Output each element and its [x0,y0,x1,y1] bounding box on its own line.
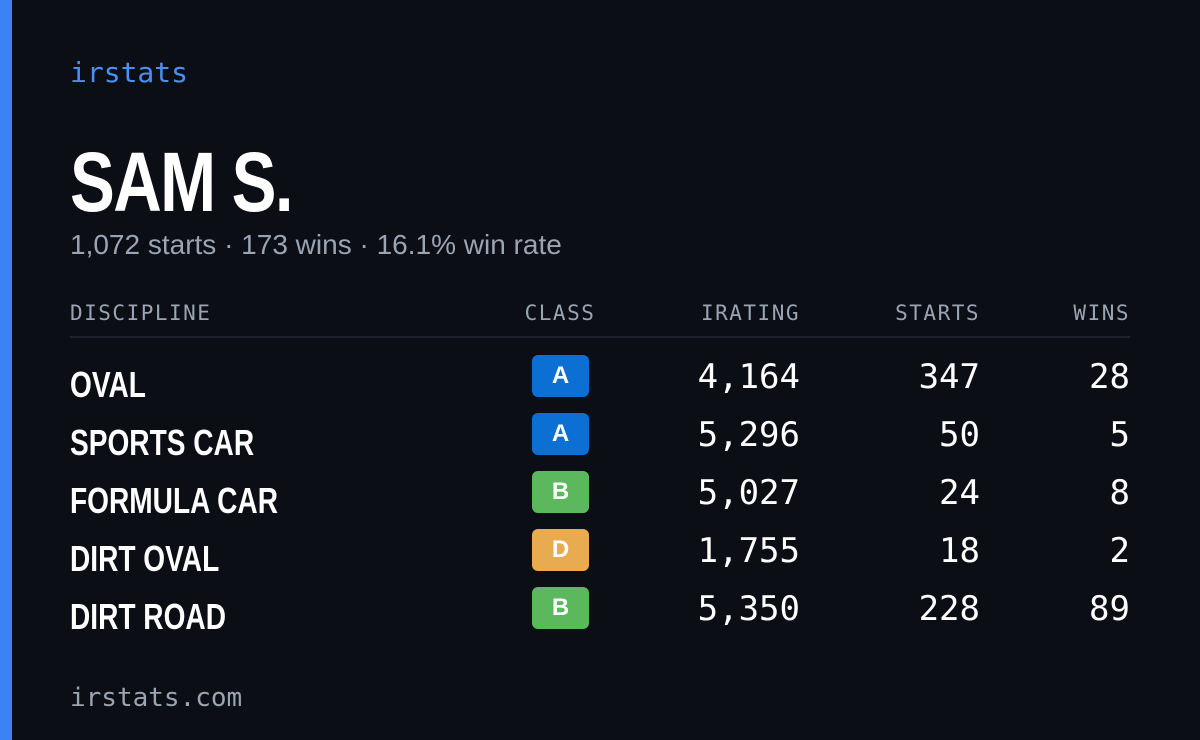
class-badge: A [532,355,589,397]
discipline: OVAL [70,364,146,405]
irating: 4,164 [697,357,800,397]
driver-name: SAM S. [70,135,294,229]
wins: 28 [1089,357,1130,397]
wins: 2 [1109,531,1130,571]
class-badge: B [532,587,589,629]
starts: 228 [918,589,980,629]
irating: 1,755 [697,531,800,571]
class-badge: B [532,471,589,513]
column-header: STARTS [895,301,980,325]
discipline: SPORTS CAR [70,422,255,463]
irating: 5,027 [697,473,800,513]
footer-url: irstats.com [70,683,243,713]
starts: 50 [939,415,980,455]
wins: 5 [1109,415,1130,455]
discipline: DIRT ROAD [70,596,226,637]
irating: 5,296 [697,415,800,455]
discipline: FORMULA CAR [70,480,278,521]
starts: 24 [939,473,980,513]
wins: 8 [1109,473,1130,513]
class-badge: A [532,413,589,455]
discipline: DIRT OVAL [70,538,220,579]
column-header: CLASS [524,301,596,325]
class-badge: D [532,529,589,571]
brand: irstats [70,56,189,89]
irating: 5,350 [697,589,800,629]
wins: 89 [1089,589,1130,629]
starts: 347 [918,357,980,397]
starts: 18 [939,531,980,571]
column-header: IRATING [700,301,800,325]
summary: 1,072 starts · 173 wins · 16.1% win rate [70,229,562,260]
column-header: WINS [1073,301,1130,325]
column-header: DISCIPLINE [70,301,212,325]
accent-stripe [0,0,12,740]
header-rule [70,336,1130,338]
